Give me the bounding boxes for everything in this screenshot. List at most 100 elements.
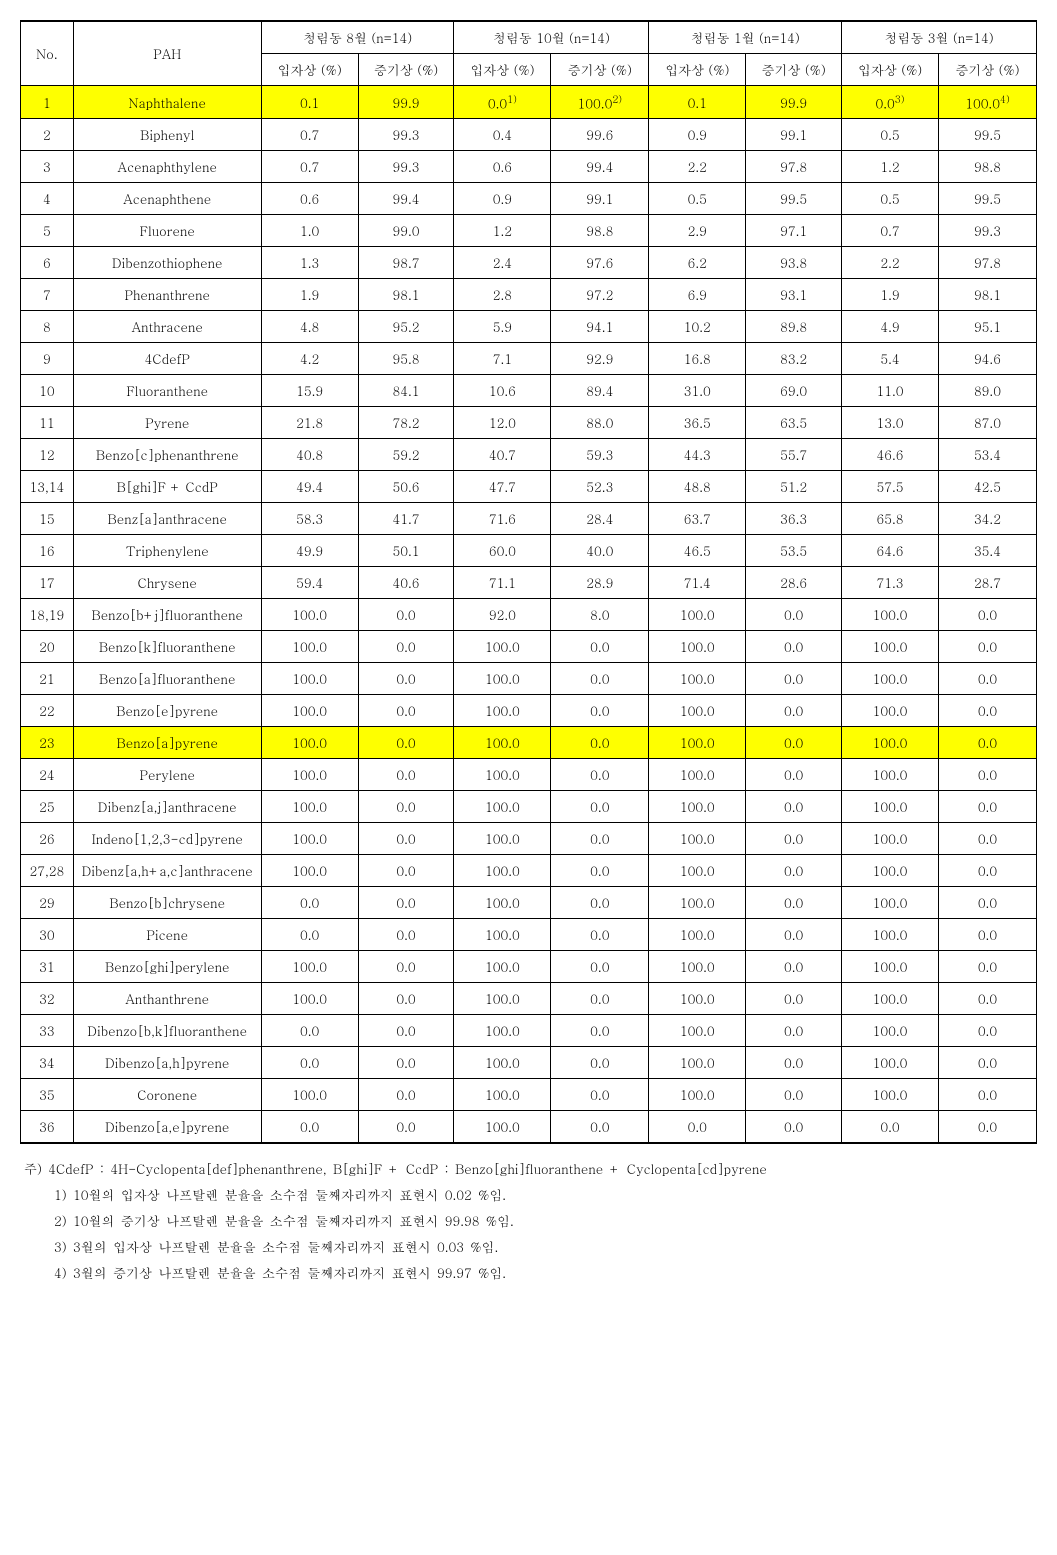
cell-value: 100.0 bbox=[649, 1047, 746, 1079]
cell-no: 12 bbox=[21, 439, 74, 471]
cell-value: 100.0 bbox=[649, 791, 746, 823]
cell-value: 0.0 bbox=[746, 951, 842, 983]
cell-value: 8.0 bbox=[551, 599, 649, 631]
cell-pah: B[ghi]F + CcdP bbox=[73, 471, 261, 503]
cell-no: 9 bbox=[21, 343, 74, 375]
cell-pah: Anthracene bbox=[73, 311, 261, 343]
cell-value: 99.5 bbox=[938, 119, 1036, 151]
table-row: 26Indeno[1,2,3-cd]pyrene100.00.0100.00.0… bbox=[21, 823, 1037, 855]
cell-value: 0.0 bbox=[551, 951, 649, 983]
cell-no: 23 bbox=[21, 727, 74, 759]
cell-value: 64.6 bbox=[842, 535, 939, 567]
cell-value: 100.0 bbox=[649, 599, 746, 631]
cell-value: 99.9 bbox=[746, 86, 842, 119]
cell-value: 100.0 bbox=[454, 791, 551, 823]
cell-value: 52.3 bbox=[551, 471, 649, 503]
cell-value: 0.0 bbox=[938, 983, 1036, 1015]
cell-value: 2.2 bbox=[842, 247, 939, 279]
cell-value: 5.9 bbox=[454, 311, 551, 343]
cell-value: 0.0 bbox=[746, 855, 842, 887]
cell-value: 0.1 bbox=[649, 86, 746, 119]
cell-value: 97.8 bbox=[746, 151, 842, 183]
cell-value: 49.4 bbox=[261, 471, 358, 503]
cell-value: 100.0 bbox=[454, 1111, 551, 1144]
cell-value: 0.0 bbox=[746, 663, 842, 695]
cell-value: 0.7 bbox=[261, 151, 358, 183]
cell-value: 0.0 bbox=[551, 1015, 649, 1047]
cell-pah: Benzo[a]pyrene bbox=[73, 727, 261, 759]
cell-value: 21.8 bbox=[261, 407, 358, 439]
header-sub-3a: 입자상 (%) bbox=[842, 54, 939, 86]
cell-value: 99.4 bbox=[551, 151, 649, 183]
cell-value: 97.2 bbox=[551, 279, 649, 311]
cell-no: 5 bbox=[21, 215, 74, 247]
cell-value: 0.0 bbox=[358, 1047, 454, 1079]
cell-value: 4.2 bbox=[261, 343, 358, 375]
header-month-2: 청림동 1월 (n=14) bbox=[649, 21, 842, 54]
cell-value: 1.2 bbox=[842, 151, 939, 183]
cell-value: 0.0 bbox=[551, 791, 649, 823]
table-row: 27,28Dibenz[a,h+a,c]anthracene100.00.010… bbox=[21, 855, 1037, 887]
cell-pah: Indeno[1,2,3-cd]pyrene bbox=[73, 823, 261, 855]
cell-no: 18,19 bbox=[21, 599, 74, 631]
table-body: 1Naphthalene0.199.90.01)100.02)0.199.90.… bbox=[21, 86, 1037, 1144]
cell-value: 92.9 bbox=[551, 343, 649, 375]
footnote-3: 3) 3월의 입자상 나프탈렌 분율을 소수점 둘째자리까지 표현시 0.03 … bbox=[24, 1234, 1041, 1260]
cell-value: 100.0 bbox=[842, 695, 939, 727]
cell-value: 100.0 bbox=[649, 695, 746, 727]
table-row: 11Pyrene21.878.212.088.036.563.513.087.0 bbox=[21, 407, 1037, 439]
cell-value: 0.0 bbox=[551, 1047, 649, 1079]
cell-value: 100.0 bbox=[261, 791, 358, 823]
cell-pah: Acenaphthylene bbox=[73, 151, 261, 183]
cell-value: 95.8 bbox=[358, 343, 454, 375]
cell-no: 24 bbox=[21, 759, 74, 791]
cell-value: 83.2 bbox=[746, 343, 842, 375]
cell-value: 100.0 bbox=[649, 727, 746, 759]
cell-value: 0.5 bbox=[649, 183, 746, 215]
table-row: 12Benzo[c]phenanthrene40.859.240.759.344… bbox=[21, 439, 1037, 471]
cell-no: 36 bbox=[21, 1111, 74, 1144]
cell-value: 40.0 bbox=[551, 535, 649, 567]
cell-pah: Pyrene bbox=[73, 407, 261, 439]
cell-value: 0.7 bbox=[842, 215, 939, 247]
cell-value: 63.5 bbox=[746, 407, 842, 439]
cell-value: 0.01) bbox=[454, 86, 551, 119]
cell-value: 36.5 bbox=[649, 407, 746, 439]
header-pah: PAH bbox=[73, 21, 261, 86]
cell-value: 95.2 bbox=[358, 311, 454, 343]
cell-no: 20 bbox=[21, 631, 74, 663]
cell-value: 0.0 bbox=[938, 919, 1036, 951]
cell-value: 0.0 bbox=[746, 919, 842, 951]
cell-value: 2.4 bbox=[454, 247, 551, 279]
cell-value: 100.0 bbox=[842, 823, 939, 855]
superscript-note: 1) bbox=[507, 92, 517, 106]
cell-value: 100.0 bbox=[454, 1015, 551, 1047]
cell-value: 88.0 bbox=[551, 407, 649, 439]
cell-value: 2.9 bbox=[649, 215, 746, 247]
cell-value: 71.4 bbox=[649, 567, 746, 599]
cell-value: 71.6 bbox=[454, 503, 551, 535]
cell-value: 100.0 bbox=[842, 663, 939, 695]
cell-value: 99.0 bbox=[358, 215, 454, 247]
cell-value: 40.6 bbox=[358, 567, 454, 599]
cell-value: 95.1 bbox=[938, 311, 1036, 343]
cell-value: 31.0 bbox=[649, 375, 746, 407]
cell-value: 0.0 bbox=[358, 791, 454, 823]
cell-value: 0.03) bbox=[842, 86, 939, 119]
cell-value: 0.0 bbox=[938, 631, 1036, 663]
cell-value: 98.8 bbox=[938, 151, 1036, 183]
cell-value: 99.5 bbox=[746, 183, 842, 215]
footnote-2: 2) 10월의 증기상 나프탈렌 분율을 소수점 둘째자리까지 표현시 99.9… bbox=[24, 1208, 1041, 1234]
header-month-1: 청림동 10월 (n=14) bbox=[454, 21, 649, 54]
header-no: No. bbox=[21, 21, 74, 86]
cell-value: 97.6 bbox=[551, 247, 649, 279]
cell-no: 7 bbox=[21, 279, 74, 311]
cell-value: 0.0 bbox=[746, 887, 842, 919]
cell-value: 0.0 bbox=[358, 631, 454, 663]
cell-value: 93.8 bbox=[746, 247, 842, 279]
cell-value: 0.0 bbox=[938, 663, 1036, 695]
cell-value: 0.0 bbox=[746, 791, 842, 823]
cell-value: 100.0 bbox=[842, 759, 939, 791]
cell-value: 100.0 bbox=[842, 1015, 939, 1047]
cell-value: 100.0 bbox=[261, 631, 358, 663]
